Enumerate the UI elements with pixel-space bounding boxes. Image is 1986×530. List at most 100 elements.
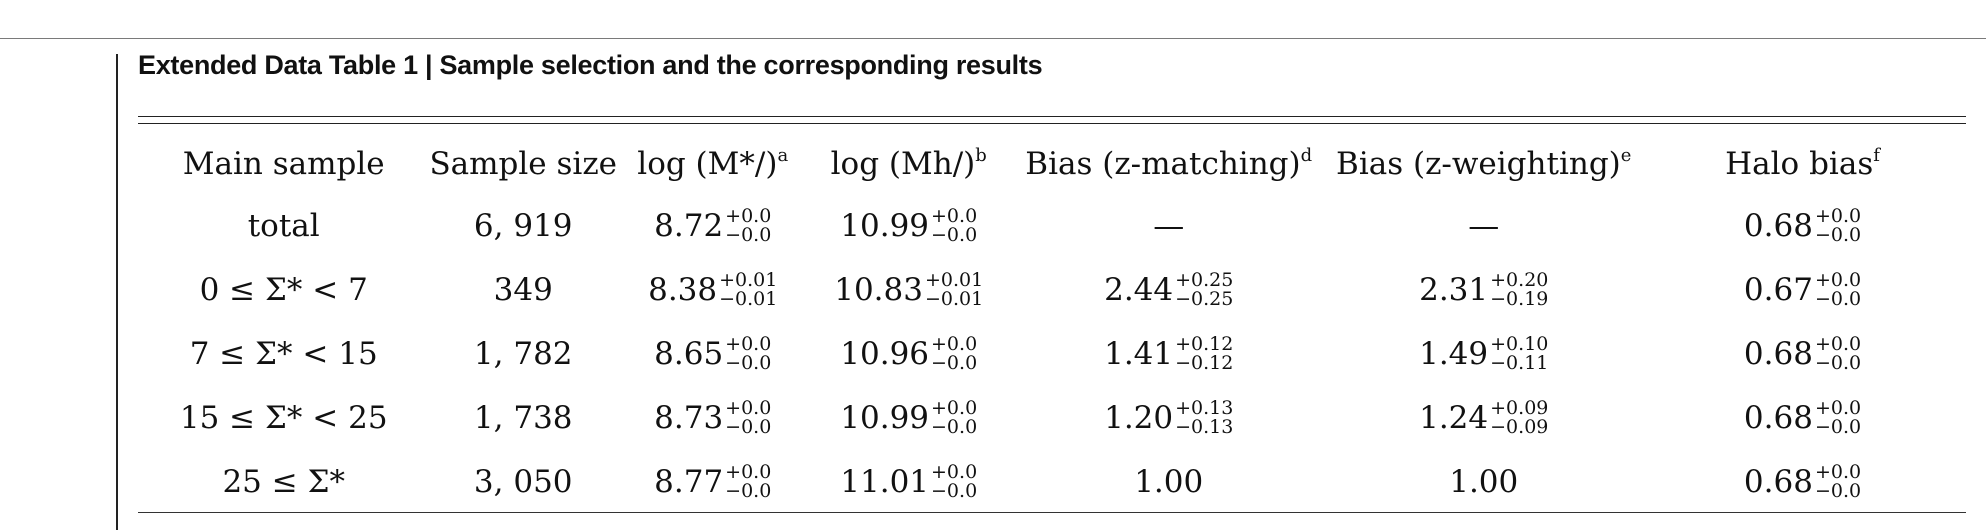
upper-error: +0.0: [931, 333, 978, 355]
cell-log-halo-mass: 11.01 +0.0 −0.0: [808, 450, 1009, 514]
value: 0.68: [1743, 400, 1813, 436]
value: 8.73: [654, 400, 724, 436]
upper-error: +0.0: [725, 461, 772, 483]
table-row: 7 ≤ Σ* < 15 1, 782 8.65 +0.0 −0.0 10.96 +0.0 −0…: [138, 322, 1966, 386]
value: 10.99: [840, 208, 930, 244]
cell-sample-size: 6, 919: [473, 208, 573, 244]
cell-bias-z-weighting: 1.24 +0.09 −0.09: [1328, 386, 1639, 450]
upper-error: +0.01: [924, 269, 984, 291]
lower-error: −0.0: [1814, 416, 1862, 438]
value: 8.38: [648, 272, 718, 308]
upper-error: +0.0: [1814, 461, 1862, 483]
value: 10.99: [840, 400, 930, 436]
value: —: [1153, 208, 1185, 244]
lower-error: −0.11: [1490, 352, 1549, 374]
header-log-halo-mass: log (Mh/)b: [830, 144, 987, 182]
cell-bias-z-weighting: 1.49 +0.10 −0.11: [1328, 322, 1639, 386]
results-table-container: Main sample Sample size log (M*/)a log (…: [138, 132, 1966, 514]
lower-error: −0.0: [931, 224, 978, 246]
cell-sample-size: 1, 782: [473, 336, 573, 372]
table-bottom-rule: [138, 512, 1966, 513]
header-main-sample: Main sample: [182, 145, 385, 182]
cell-bias-z-matching: 1.41 +0.12 −0.12: [1009, 322, 1328, 386]
lower-error: −0.01: [924, 288, 984, 310]
value: 10.96: [840, 336, 930, 372]
upper-error: +0.0: [1814, 333, 1862, 355]
lower-error: −0.0: [931, 416, 978, 438]
value: 2.31: [1419, 272, 1489, 308]
value: 0.68: [1743, 208, 1813, 244]
value: 0.68: [1743, 336, 1813, 372]
value: 8.77: [654, 464, 724, 500]
cell-log-stellar-mass: 8.73 +0.0 −0.0: [617, 386, 808, 450]
table-caption: Extended Data Table 1 | Sample selection…: [138, 50, 1043, 80]
upper-error: +0.10: [1490, 333, 1549, 355]
lower-error: −0.0: [931, 480, 978, 502]
cell-halo-bias: 0.68 +0.0 −0.0: [1639, 450, 1966, 514]
cell-bias-z-matching: 2.44 +0.25 −0.25: [1009, 258, 1328, 322]
value: 0.67: [1743, 272, 1813, 308]
header-bias-z-matching: Bias (z-matching)d: [1025, 144, 1313, 182]
column-rule: [116, 54, 118, 530]
cell-halo-bias: 0.67 +0.0 −0.0: [1639, 258, 1966, 322]
lower-error: −0.0: [1814, 480, 1862, 502]
lower-error: −0.01: [719, 288, 778, 310]
lower-error: −0.19: [1490, 288, 1549, 310]
cell-halo-bias: 0.68 +0.0 −0.0: [1639, 386, 1966, 450]
upper-error: +0.20: [1490, 269, 1549, 291]
value: 8.72: [654, 208, 724, 244]
cell-main-sample: 15 ≤ Σ* < 25: [179, 400, 388, 436]
upper-error: +0.01: [719, 269, 778, 291]
cell-sample-size: 349: [493, 272, 553, 308]
lower-error: −0.0: [725, 416, 772, 438]
cell-log-halo-mass: 10.99 +0.0 −0.0: [808, 386, 1009, 450]
value: 0.68: [1743, 464, 1813, 500]
lower-error: −0.25: [1175, 288, 1234, 310]
table-row: total 6, 919 8.72 +0.0 −0.0 10.99 +0.0 −0.0— —0.…: [138, 194, 1966, 258]
upper-error: +0.0: [931, 205, 978, 227]
upper-error: +0.0: [1814, 269, 1862, 291]
value: 8.65: [654, 336, 724, 372]
cell-sample-size: 3, 050: [473, 464, 573, 500]
lower-error: −0.13: [1175, 416, 1234, 438]
results-table: Main sample Sample size log (M*/)a log (…: [138, 132, 1966, 514]
upper-error: +0.0: [725, 397, 772, 419]
table-top-double-rule: [138, 116, 1966, 124]
upper-error: +0.0: [1814, 205, 1862, 227]
upper-error: +0.0: [931, 397, 978, 419]
cell-main-sample: total: [247, 208, 320, 244]
upper-error: +0.25: [1175, 269, 1234, 291]
cell-sample-size: 1, 738: [473, 400, 573, 436]
cell-main-sample: 0 ≤ Σ* < 7: [199, 272, 368, 308]
cell-halo-bias: 0.68 +0.0 −0.0: [1639, 322, 1966, 386]
value: 1.00: [1134, 464, 1204, 500]
value: 11.01: [840, 464, 930, 500]
lower-error: −0.09: [1490, 416, 1549, 438]
table-header-row: Main sample Sample size log (M*/)a log (…: [138, 132, 1966, 194]
upper-error: +0.09: [1490, 397, 1549, 419]
value: 1.24: [1419, 400, 1489, 436]
upper-error: +0.0: [725, 205, 772, 227]
cell-main-sample: 25 ≤ Σ*: [222, 464, 345, 500]
cell-log-stellar-mass: 8.65 +0.0 −0.0: [617, 322, 808, 386]
cell-main-sample: 7 ≤ Σ* < 15: [189, 336, 378, 372]
lower-error: −0.0: [1814, 224, 1862, 246]
lower-error: −0.12: [1175, 352, 1234, 374]
lower-error: −0.0: [931, 352, 978, 374]
upper-error: +0.0: [931, 461, 978, 483]
header-bias-z-weighting: Bias (z-weighting)e: [1336, 144, 1632, 182]
cell-bias-z-weighting: 2.31 +0.20 −0.19: [1328, 258, 1639, 322]
cell-log-halo-mass: 10.83 +0.01 −0.01: [808, 258, 1009, 322]
cell-bias-z-weighting: —: [1328, 194, 1639, 258]
value: 1.00: [1449, 464, 1519, 500]
lower-error: −0.0: [725, 224, 772, 246]
cell-bias-z-matching: 1.00: [1009, 450, 1328, 514]
cell-log-stellar-mass: 8.77 +0.0 −0.0: [617, 450, 808, 514]
upper-error: +0.0: [725, 333, 772, 355]
cell-log-halo-mass: 10.96 +0.0 −0.0: [808, 322, 1009, 386]
header-log-stellar-mass: log (M*/)a: [637, 144, 789, 182]
value: 2.44: [1104, 272, 1174, 308]
table-row: 25 ≤ Σ* 3, 050 8.77 +0.0 −0.0 11.01 +0.0 −0.0 1.…: [138, 450, 1966, 514]
lower-error: −0.0: [725, 352, 772, 374]
value: 1.20: [1104, 400, 1174, 436]
